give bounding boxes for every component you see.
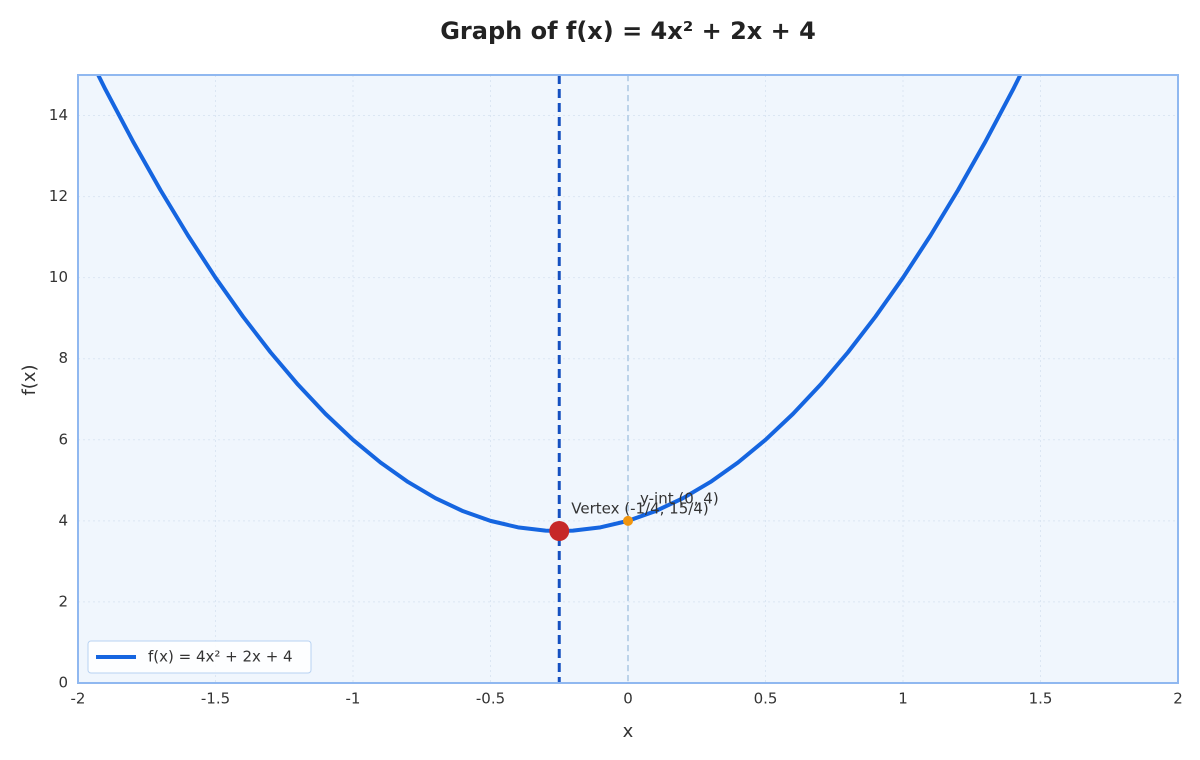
- plot-border: [77, 74, 1179, 684]
- y-tick-label: 14: [49, 106, 68, 124]
- legend-box: [87, 640, 312, 674]
- annotation-point: [549, 521, 570, 541]
- x-tick-label: 1.5: [1029, 690, 1053, 708]
- x-tick-label: 1: [898, 690, 908, 708]
- annotation-point: [623, 515, 633, 526]
- y-tick-label: 4: [58, 511, 68, 529]
- y-axis-label: f(x): [19, 364, 40, 395]
- x-tick-label: 0.5: [754, 690, 778, 708]
- x-tick-label: 0: [623, 690, 633, 708]
- y-tick-label: 12: [49, 187, 68, 205]
- x-axis-label: x: [623, 721, 634, 742]
- x-tick-label: -2: [71, 690, 86, 708]
- x-tick-label: 2: [1173, 690, 1183, 708]
- x-tick-label: -1.5: [201, 690, 230, 708]
- annotation-label: Vertex (-1/4, 15/4): [571, 500, 708, 518]
- chart-title: Graph of f(x) = 4x² + 2x + 4: [440, 17, 816, 45]
- y-tick-label: 2: [58, 592, 68, 610]
- x-tick-label: -1: [346, 690, 361, 708]
- y-tick-label: 6: [58, 430, 68, 448]
- y-tick-label: 0: [58, 674, 68, 692]
- x-tick-label: -0.5: [476, 690, 505, 708]
- y-tick-label: 10: [49, 268, 68, 286]
- y-tick-label: 8: [58, 349, 68, 367]
- annotation-label: y-int (0, 4): [640, 489, 719, 507]
- legend-label: f(x) = 4x² + 2x + 4: [148, 648, 293, 666]
